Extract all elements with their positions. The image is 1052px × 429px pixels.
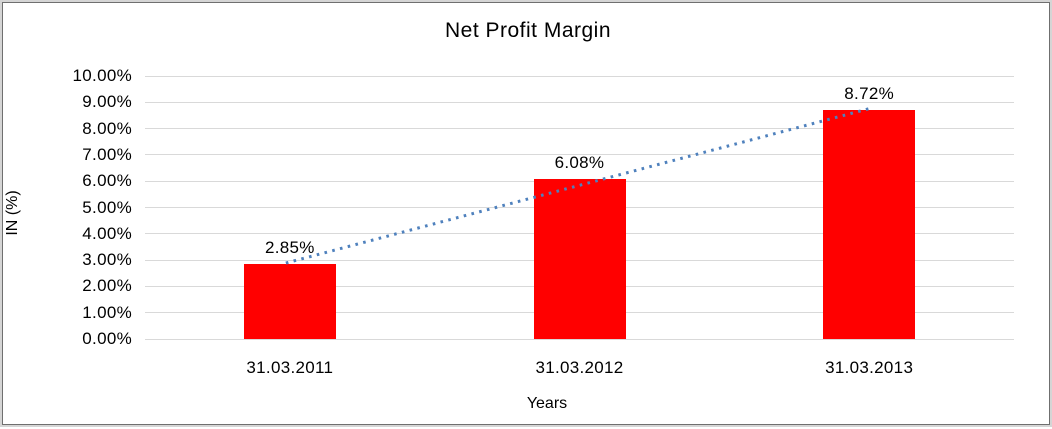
bar (243, 264, 336, 339)
x-tick-label: 31.03.2013 (825, 358, 914, 377)
y-tick-label: 7.00% (82, 144, 132, 164)
y-tick-label: 9.00% (82, 92, 132, 112)
y-tick-label: 5.00% (82, 197, 132, 217)
y-tick-label: 1.00% (82, 302, 132, 322)
bar-value-label: 6.08% (554, 153, 605, 173)
y-tick-label: 0.00% (82, 329, 132, 348)
x-axis-title: Years (526, 395, 568, 412)
y-tick-label: 2.00% (82, 276, 132, 296)
x-tick-label: 31.03.2012 (535, 358, 624, 377)
y-tick-label: 10.00% (72, 66, 132, 85)
bar-value-label: 8.72% (844, 83, 894, 103)
bar-value-label: 2.85% (264, 238, 315, 258)
gridline (145, 338, 1014, 340)
bar (533, 179, 626, 339)
bar (823, 109, 916, 339)
y-tick-label: 3.00% (82, 250, 132, 270)
y-tick-label: 6.00% (82, 171, 132, 191)
y-tick-label: 4.00% (82, 223, 132, 243)
gridline (145, 75, 1014, 77)
y-tick-label: 8.00% (82, 118, 132, 138)
chart-title: Net Profit Margin (444, 19, 612, 42)
gridline (145, 101, 1014, 103)
x-tick-label: 31.03.2011 (246, 358, 334, 377)
